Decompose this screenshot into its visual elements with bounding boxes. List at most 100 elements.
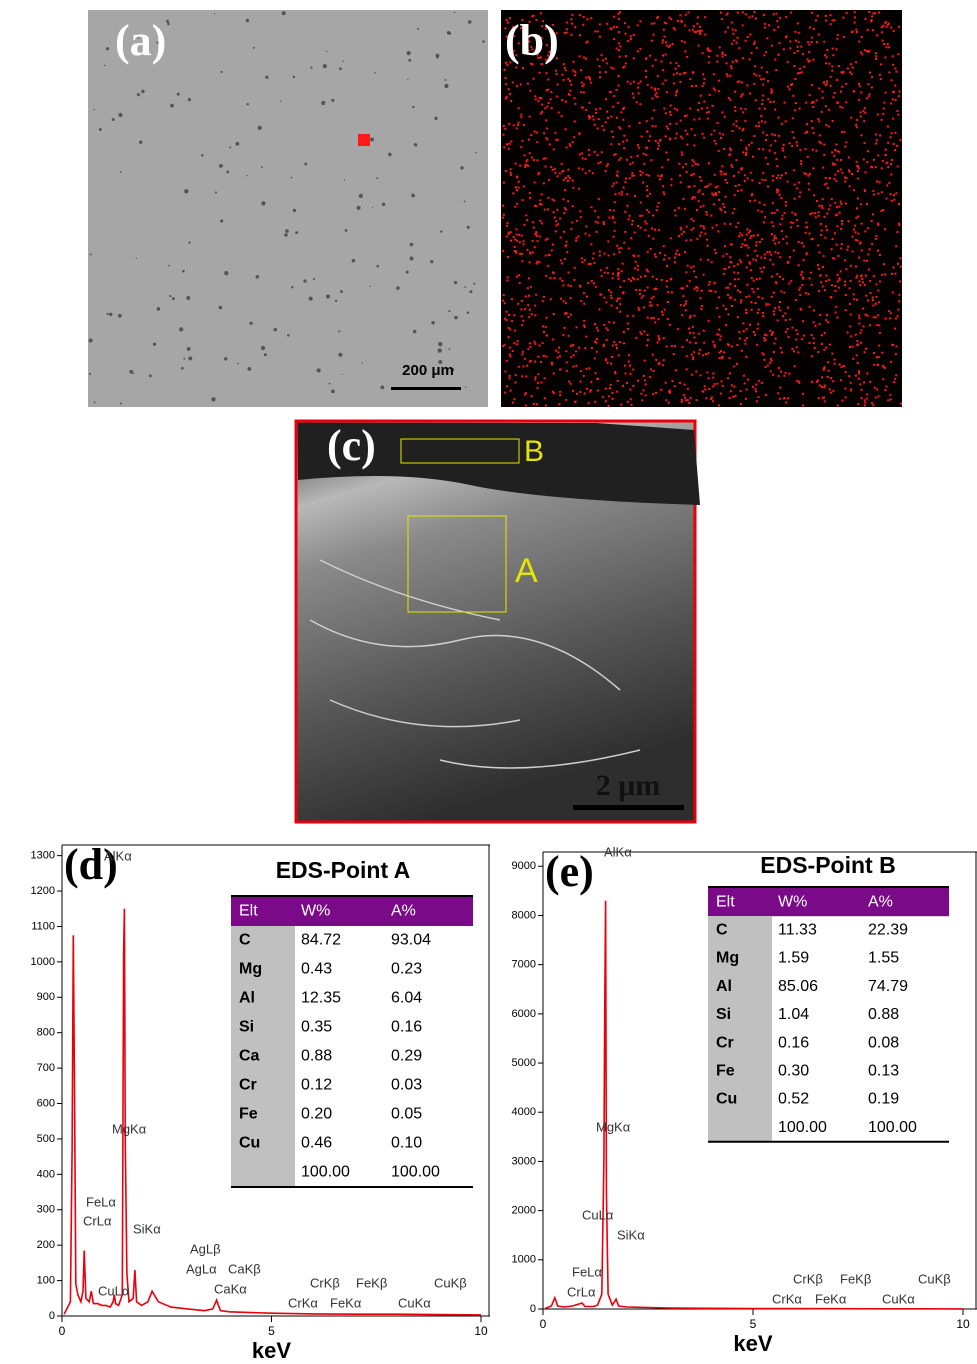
table-cell: Mg bbox=[239, 961, 262, 978]
dot bbox=[717, 230, 719, 232]
dot bbox=[529, 197, 531, 199]
dot bbox=[808, 51, 810, 53]
dot bbox=[774, 307, 776, 309]
dot bbox=[599, 71, 601, 73]
dot bbox=[600, 54, 602, 56]
dot bbox=[617, 272, 619, 274]
dot bbox=[510, 172, 512, 174]
peak-label: AlKα bbox=[604, 844, 632, 859]
dot bbox=[590, 206, 592, 208]
dot bbox=[774, 243, 776, 245]
dot bbox=[864, 189, 866, 191]
dot bbox=[890, 27, 892, 29]
dot bbox=[793, 52, 795, 54]
dot bbox=[566, 28, 568, 30]
dot bbox=[703, 342, 705, 344]
dot bbox=[507, 276, 509, 278]
speck bbox=[169, 295, 171, 297]
dot bbox=[728, 313, 730, 315]
dot bbox=[779, 309, 781, 311]
dot bbox=[653, 370, 655, 372]
dot bbox=[835, 214, 837, 216]
dot bbox=[656, 17, 658, 19]
dot bbox=[785, 120, 787, 122]
dot bbox=[564, 258, 566, 260]
dot bbox=[762, 132, 764, 134]
dot bbox=[557, 223, 559, 225]
dot bbox=[823, 216, 825, 218]
dot bbox=[867, 29, 869, 31]
dot bbox=[832, 162, 834, 164]
dot bbox=[732, 396, 734, 398]
dot bbox=[724, 116, 726, 118]
dot bbox=[647, 84, 649, 86]
dot bbox=[824, 385, 826, 387]
dot bbox=[838, 65, 840, 67]
dot bbox=[651, 304, 653, 306]
dot bbox=[574, 120, 576, 122]
dot bbox=[731, 345, 733, 347]
dot bbox=[504, 370, 506, 372]
dot bbox=[597, 216, 599, 218]
dot bbox=[843, 131, 845, 133]
dot bbox=[811, 381, 813, 383]
dot bbox=[536, 235, 538, 237]
dot bbox=[726, 182, 728, 184]
dot bbox=[674, 345, 676, 347]
dot bbox=[843, 36, 845, 38]
dot bbox=[706, 112, 708, 114]
dot bbox=[606, 165, 608, 167]
dot bbox=[590, 243, 592, 245]
dot bbox=[882, 378, 884, 380]
dot bbox=[592, 115, 594, 117]
dot bbox=[766, 304, 768, 306]
dot bbox=[617, 298, 619, 300]
dot bbox=[818, 215, 820, 217]
dot bbox=[686, 285, 688, 287]
dot bbox=[765, 139, 767, 141]
dot bbox=[864, 404, 866, 406]
dot bbox=[882, 25, 884, 27]
dot bbox=[762, 312, 764, 314]
dot bbox=[771, 332, 773, 334]
dot bbox=[694, 134, 696, 136]
dot bbox=[729, 75, 731, 77]
peak-label: AlKα bbox=[104, 848, 132, 863]
dot bbox=[597, 390, 599, 392]
dot bbox=[831, 65, 833, 67]
dot bbox=[822, 198, 824, 200]
dot bbox=[701, 107, 703, 109]
dot bbox=[619, 311, 621, 313]
dot bbox=[883, 108, 885, 110]
speck bbox=[448, 310, 450, 312]
dot bbox=[844, 146, 846, 148]
x-axis-label: keV bbox=[252, 1338, 291, 1363]
dot bbox=[675, 62, 677, 64]
dot bbox=[699, 30, 701, 32]
dot bbox=[773, 101, 775, 103]
dot bbox=[702, 133, 704, 135]
y-tick-label: 0 bbox=[49, 1310, 55, 1322]
dot bbox=[845, 101, 847, 103]
dot bbox=[784, 372, 786, 374]
dot bbox=[534, 343, 536, 345]
dot bbox=[516, 233, 518, 235]
dot bbox=[818, 120, 820, 122]
dot bbox=[641, 333, 643, 335]
dot bbox=[638, 309, 640, 311]
dot bbox=[704, 233, 706, 235]
dot bbox=[795, 338, 797, 340]
dot bbox=[620, 157, 622, 159]
dot bbox=[793, 169, 795, 171]
dot bbox=[884, 102, 886, 104]
dot bbox=[719, 338, 721, 340]
dot bbox=[794, 78, 796, 80]
y-tick-label: 800 bbox=[37, 1027, 55, 1039]
dot bbox=[814, 347, 816, 349]
dot bbox=[818, 290, 820, 292]
dot bbox=[650, 248, 652, 250]
dot bbox=[567, 316, 569, 318]
dot bbox=[777, 174, 779, 176]
speck bbox=[261, 166, 263, 168]
dot bbox=[711, 261, 713, 263]
